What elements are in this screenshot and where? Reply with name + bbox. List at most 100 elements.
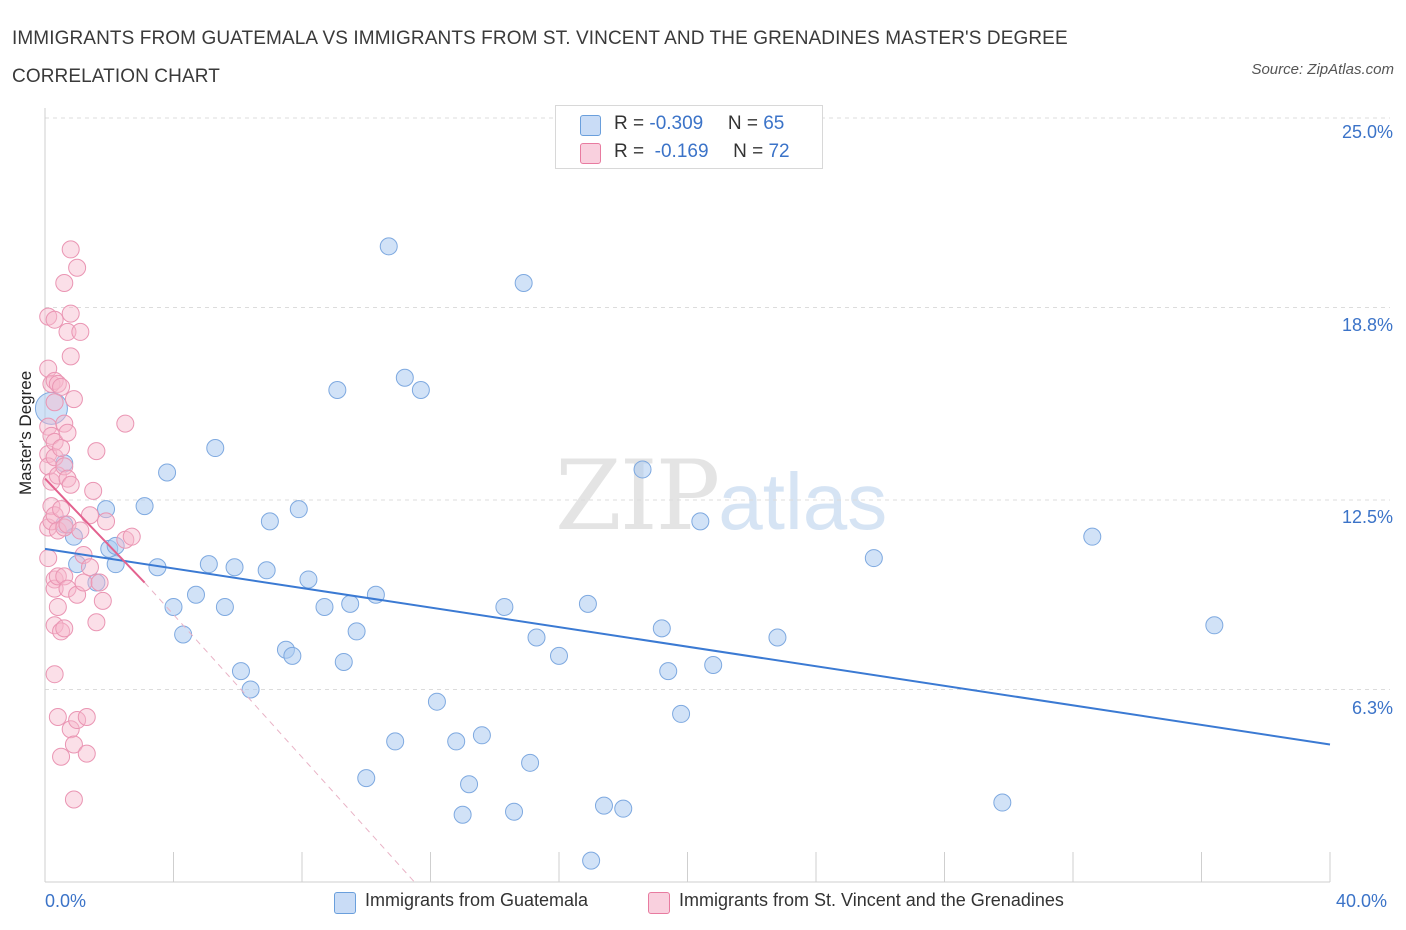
guatemala-point bbox=[299, 570, 318, 589]
series-legend-label: Immigrants from Guatemala bbox=[365, 890, 589, 910]
guatemala-point bbox=[289, 500, 308, 519]
st-vincent-point bbox=[61, 240, 80, 259]
st-vincent-point bbox=[52, 747, 71, 766]
st-vincent-point bbox=[77, 707, 96, 726]
guatemala-point bbox=[1083, 527, 1102, 546]
legend-n-value: 72 bbox=[768, 141, 790, 162]
st-vincent-point bbox=[58, 322, 77, 341]
guatemala-point bbox=[395, 368, 414, 387]
st-vincent-point bbox=[71, 322, 90, 341]
st-vincent-point bbox=[45, 393, 64, 412]
st-vincent-point bbox=[52, 622, 71, 641]
guatemala-point bbox=[357, 769, 376, 788]
guatemala-point bbox=[386, 732, 405, 751]
st-vincent-point bbox=[55, 274, 74, 293]
watermark-atlas: atlas bbox=[718, 457, 888, 546]
guatemala-point bbox=[328, 380, 347, 399]
st-vincent-point bbox=[64, 390, 83, 409]
series-swatch-blue bbox=[334, 892, 356, 914]
st-vincent-point bbox=[52, 377, 71, 396]
guatemala-point bbox=[521, 753, 540, 772]
guatemala-point bbox=[174, 625, 193, 644]
watermark-zip: ZIP bbox=[555, 440, 720, 552]
legend-swatch-blue bbox=[580, 115, 601, 136]
st-vincent-trend-line bbox=[44, 477, 146, 584]
guatemala-point bbox=[993, 793, 1012, 812]
st-vincent-point bbox=[61, 475, 80, 494]
guatemala-point bbox=[347, 622, 366, 641]
st-vincent-point bbox=[39, 457, 58, 476]
guatemala-point bbox=[257, 561, 276, 580]
st-vincent-point bbox=[61, 304, 80, 323]
guatemala-point bbox=[199, 555, 218, 574]
st-vincent-point bbox=[61, 720, 80, 739]
guatemala-point bbox=[411, 380, 430, 399]
st-vincent-point bbox=[45, 310, 64, 329]
legend-r-value: -0.309 bbox=[649, 113, 704, 134]
st-vincent-point bbox=[64, 735, 83, 754]
legend-n-label: N = bbox=[727, 113, 764, 134]
guatemala-point bbox=[97, 500, 116, 519]
legend-n-value: 65 bbox=[763, 113, 785, 134]
guatemala-point bbox=[505, 802, 524, 821]
trend-lines bbox=[44, 477, 1331, 883]
st-vincent-point bbox=[42, 374, 61, 393]
st-vincent-point bbox=[80, 558, 99, 577]
guatemala-point bbox=[594, 796, 613, 815]
st-vincent-point bbox=[87, 613, 106, 632]
st-vincent-point bbox=[48, 567, 67, 586]
guatemala-point bbox=[864, 549, 883, 568]
guatemala-trend-line bbox=[44, 547, 1331, 746]
legend-r-label: R = bbox=[614, 113, 650, 134]
st-vincent-point bbox=[55, 619, 74, 638]
guatemala-point bbox=[691, 512, 710, 531]
guatemala-point bbox=[447, 732, 466, 751]
st-vincent-point bbox=[74, 573, 93, 592]
guatemala-point bbox=[659, 662, 678, 681]
data-points bbox=[34, 237, 1224, 870]
legend-r-label: R = bbox=[614, 141, 650, 162]
guatemala-point bbox=[514, 274, 533, 293]
guatemala-point bbox=[704, 656, 723, 675]
guatemala-point bbox=[672, 704, 691, 723]
guatemala-point bbox=[472, 726, 491, 745]
st-vincent-point bbox=[80, 506, 99, 525]
guatemala-point bbox=[614, 799, 633, 818]
st-vincent-point bbox=[58, 423, 77, 442]
st-vincent-point bbox=[45, 665, 64, 684]
st-vincent-point bbox=[48, 707, 67, 726]
guatemala-point bbox=[241, 680, 260, 699]
st-vincent-point bbox=[84, 481, 103, 500]
guatemala-point bbox=[225, 558, 244, 577]
legend-n-label: N = bbox=[733, 141, 769, 162]
guatemala-point bbox=[527, 628, 546, 647]
series-legend-label: Immigrants from St. Vincent and the Gren… bbox=[679, 890, 1064, 910]
st-vincent-trend-extension bbox=[144, 582, 415, 883]
st-vincent-point bbox=[68, 258, 87, 277]
guatemala-point bbox=[215, 597, 234, 616]
guatemala-point bbox=[550, 646, 568, 665]
guatemala-point bbox=[578, 594, 597, 613]
chart-title: IMMIGRANTS FROM GUATEMALA VS IMMIGRANTS … bbox=[12, 28, 1068, 87]
guatemala-point bbox=[315, 597, 334, 616]
st-vincent-point bbox=[45, 448, 64, 467]
guatemala-point bbox=[1205, 616, 1224, 635]
st-vincent-point bbox=[48, 466, 67, 485]
y-tick-label: 18.8% bbox=[1341, 315, 1393, 335]
grid-lines bbox=[45, 117, 1390, 690]
guatemala-point bbox=[582, 851, 601, 870]
guatemala-point bbox=[379, 237, 398, 256]
st-vincent-point bbox=[116, 414, 135, 433]
st-vincent-point bbox=[77, 744, 96, 763]
st-vincent-point bbox=[68, 711, 87, 730]
st-vincent-point bbox=[52, 439, 71, 458]
guatemala-point bbox=[453, 805, 472, 824]
st-vincent-point bbox=[52, 500, 71, 519]
guatemala-point bbox=[495, 597, 514, 616]
st-vincent-point bbox=[58, 579, 77, 598]
series-swatch-pink bbox=[648, 892, 670, 914]
guatemala-point bbox=[186, 585, 205, 604]
st-vincent-point bbox=[122, 527, 141, 546]
guatemala-point bbox=[341, 594, 360, 613]
x-tick-label: 0.0% bbox=[45, 891, 87, 911]
